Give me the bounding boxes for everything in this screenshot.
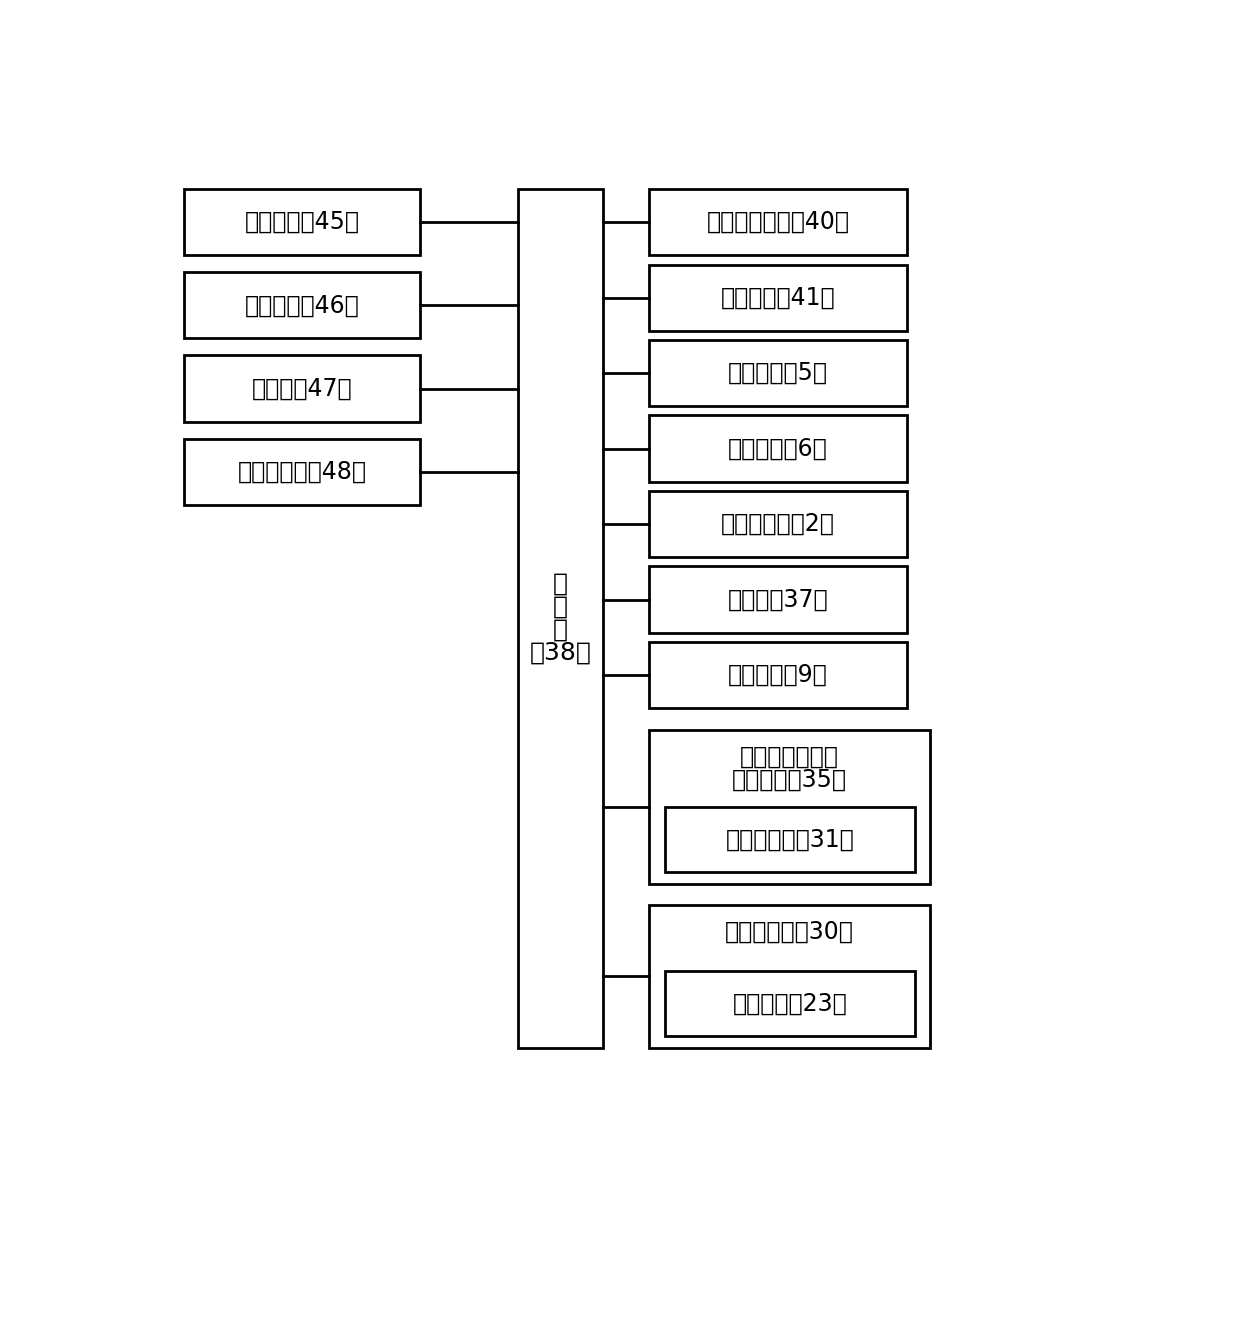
Text: 控: 控: [553, 571, 568, 595]
Text: 提升气缸（41）: 提升气缸（41）: [720, 285, 836, 309]
Bar: [518, 189, 603, 1048]
Text: 二号电机（23）: 二号电机（23）: [733, 991, 847, 1015]
Bar: [185, 438, 420, 505]
Text: 圈转动机构（2）: 圈转动机构（2）: [722, 511, 835, 535]
Text: 管转动机构（30）: 管转动机构（30）: [725, 920, 854, 944]
Text: 气味传感器（48）: 气味传感器（48）: [238, 460, 367, 484]
Text: 电控锁（37）: 电控锁（37）: [728, 587, 828, 611]
Bar: [650, 492, 906, 557]
Text: 制: 制: [553, 595, 568, 619]
Text: 无线模块（46）: 无线模块（46）: [244, 293, 360, 317]
Bar: [665, 971, 915, 1036]
Bar: [650, 416, 906, 482]
Bar: [185, 356, 420, 422]
Text: 污泥上浮高度检: 污泥上浮高度检: [740, 745, 839, 769]
Bar: [185, 189, 420, 256]
Text: 一号电机（5）: 一号电机（5）: [728, 361, 828, 385]
Text: 摄像头（47）: 摄像头（47）: [252, 377, 352, 401]
Bar: [185, 272, 420, 338]
Text: 测传感器（35）: 测传感器（35）: [733, 767, 847, 791]
Text: （38）: （38）: [529, 641, 591, 665]
Text: 监控平台（45）: 监控平台（45）: [244, 210, 360, 234]
Text: 一号气缸（6）: 一号气缸（6）: [728, 437, 828, 461]
Bar: [665, 807, 915, 872]
Text: 器: 器: [553, 618, 568, 642]
Bar: [650, 265, 906, 330]
Text: 轨道运行电机（40）: 轨道运行电机（40）: [707, 210, 849, 234]
Bar: [650, 642, 906, 709]
Bar: [650, 566, 906, 633]
Text: 二号气缸（9）: 二号气缸（9）: [728, 663, 828, 687]
Text: 测距传感器（31）: 测距传感器（31）: [725, 827, 854, 851]
Bar: [650, 340, 906, 406]
Bar: [650, 906, 930, 1048]
Bar: [650, 189, 906, 256]
Bar: [650, 730, 930, 883]
